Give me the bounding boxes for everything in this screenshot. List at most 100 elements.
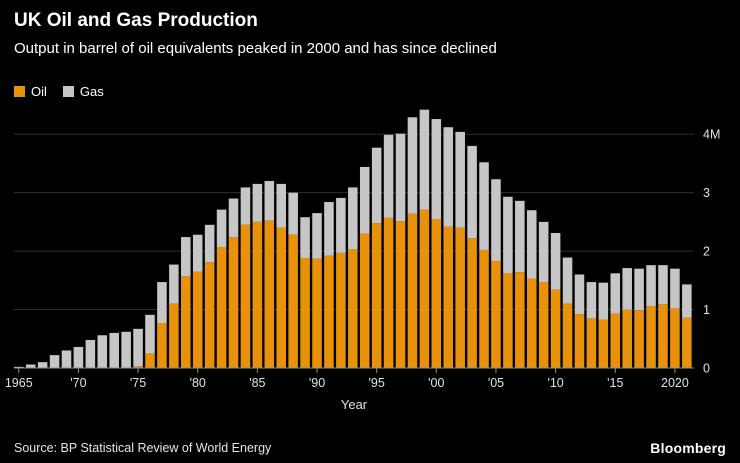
oil-bar-2015 (610, 313, 621, 368)
stacked-bar-chart: 1965 '70 '75 '80 '85 '90 '95 '00 '05 '10 '15 2020 0 1… (5, 109, 720, 412)
gas-bar-2007 (515, 200, 525, 273)
gas-bar-2016 (622, 268, 632, 310)
oil-bar-2020 (670, 308, 680, 368)
oil-bar-1979 (181, 276, 191, 368)
gas-bar-1975 (133, 328, 143, 367)
x-tick-label: '05 (488, 376, 504, 390)
gas-bar-2009 (538, 221, 549, 283)
oil-bar-2001 (443, 226, 454, 368)
gas-bar-1965 (14, 366, 24, 368)
legend-label-oil: Oil (31, 84, 47, 99)
gas-bar-1974 (121, 331, 131, 368)
oil-bar-1981 (204, 262, 215, 368)
gas-bar-1996 (383, 134, 394, 218)
oil-bar-2009 (538, 282, 549, 368)
gas-bar-1967 (37, 362, 48, 368)
gas-bar-1970 (73, 346, 84, 368)
oil-bar-1987 (276, 227, 286, 368)
gas-bar-1985 (252, 183, 263, 222)
gas-bar-1990 (312, 213, 322, 259)
gas-bar-2002 (455, 131, 465, 228)
gas-bar-2020 (670, 268, 680, 309)
oil-bar-2016 (622, 309, 632, 368)
oil-bar-2017 (634, 310, 644, 368)
gas-bar-2017 (634, 268, 644, 311)
x-tick-label: 1965 (5, 376, 33, 390)
oil-bar-2003 (467, 238, 477, 368)
gas-bar-2015 (610, 273, 621, 314)
oil-bar-1989 (300, 258, 310, 368)
gas-bar-1968 (49, 355, 60, 368)
oil-bar-2007 (515, 272, 525, 368)
oil-bar-1998 (407, 213, 418, 368)
gas-bar-2004 (479, 162, 489, 250)
y-tick-label: 1 (703, 303, 710, 317)
gas-bar-2008 (526, 210, 537, 279)
y-tick-label: 2 (703, 245, 710, 259)
gas-bar-1987 (276, 183, 286, 228)
oil-bar-1978 (169, 303, 179, 368)
x-tick-label: 2020 (661, 376, 689, 390)
gas-bar-1998 (407, 117, 418, 214)
gas-bar-1994 (359, 166, 370, 234)
oil-bar-2013 (586, 318, 597, 368)
oil-bar-1990 (312, 258, 322, 368)
oil-bar-2000 (431, 218, 442, 368)
x-tick-label: '15 (607, 376, 623, 390)
x-tick-label: '75 (130, 376, 146, 390)
gas-bar-1966 (25, 364, 36, 368)
oil-bar-1994 (359, 233, 370, 368)
gas-bar-2011 (562, 257, 573, 304)
oil-bar-1996 (383, 217, 394, 368)
oil-bar-1975 (133, 366, 143, 368)
x-tick-label: '70 (70, 376, 86, 390)
y-tick-label: 0 (703, 362, 710, 376)
oil-bar-2011 (562, 303, 573, 368)
gas-bar-1999 (419, 109, 430, 210)
oil-bar-2012 (574, 314, 585, 368)
source-text: Source: BP Statistical Review of World E… (14, 441, 272, 455)
gas-bar-1980 (192, 234, 203, 272)
gas-bar-1972 (97, 335, 108, 368)
oil-bar-1999 (419, 209, 430, 368)
oil-bar-1984 (240, 224, 251, 368)
legend-label-gas: Gas (79, 84, 104, 99)
x-tick-label: '10 (547, 376, 563, 390)
gas-bar-2013 (586, 282, 597, 319)
oil-bar-1997 (395, 221, 406, 368)
gas-bar-2021 (682, 284, 692, 318)
gas-bar-1982 (216, 209, 227, 248)
oil-bar-2004 (479, 249, 489, 368)
x-tick-label: '80 (190, 376, 206, 390)
chart-title: UK Oil and Gas Production (14, 10, 258, 31)
oil-bar-2005 (491, 261, 501, 368)
oil-bar-2010 (550, 289, 561, 368)
x-axis-title: Year (341, 397, 368, 412)
gas-bar-2010 (550, 232, 561, 290)
oil-bar-1995 (371, 223, 382, 368)
oil-bar-1982 (216, 247, 227, 368)
oil-bar-2006 (503, 273, 513, 368)
gas-bar-1986 (264, 180, 275, 221)
x-tick-label: '85 (249, 376, 265, 390)
gas-bar-1971 (85, 339, 96, 368)
legend: Oil Gas (14, 84, 104, 99)
oil-bar-1977 (157, 322, 167, 368)
gas-bar-1978 (169, 264, 179, 304)
gas-bar-2000 (431, 119, 442, 219)
oil-bar-2014 (598, 319, 609, 368)
gas-bar-1997 (395, 133, 406, 222)
oil-bar-1986 (264, 220, 275, 368)
oil-bar-1993 (348, 249, 358, 368)
oil-bar-1985 (252, 221, 263, 368)
gas-bar-1991 (324, 202, 334, 256)
gas-bar-1981 (204, 224, 215, 263)
gas-bar-1995 (371, 147, 382, 224)
gas-bar-1973 (109, 332, 119, 368)
gas-bar-1979 (181, 237, 191, 277)
oil-bar-2002 (455, 227, 465, 368)
x-tick-label: '00 (428, 376, 444, 390)
oil-bar-1991 (324, 255, 334, 368)
oil-bar-1983 (228, 237, 239, 368)
